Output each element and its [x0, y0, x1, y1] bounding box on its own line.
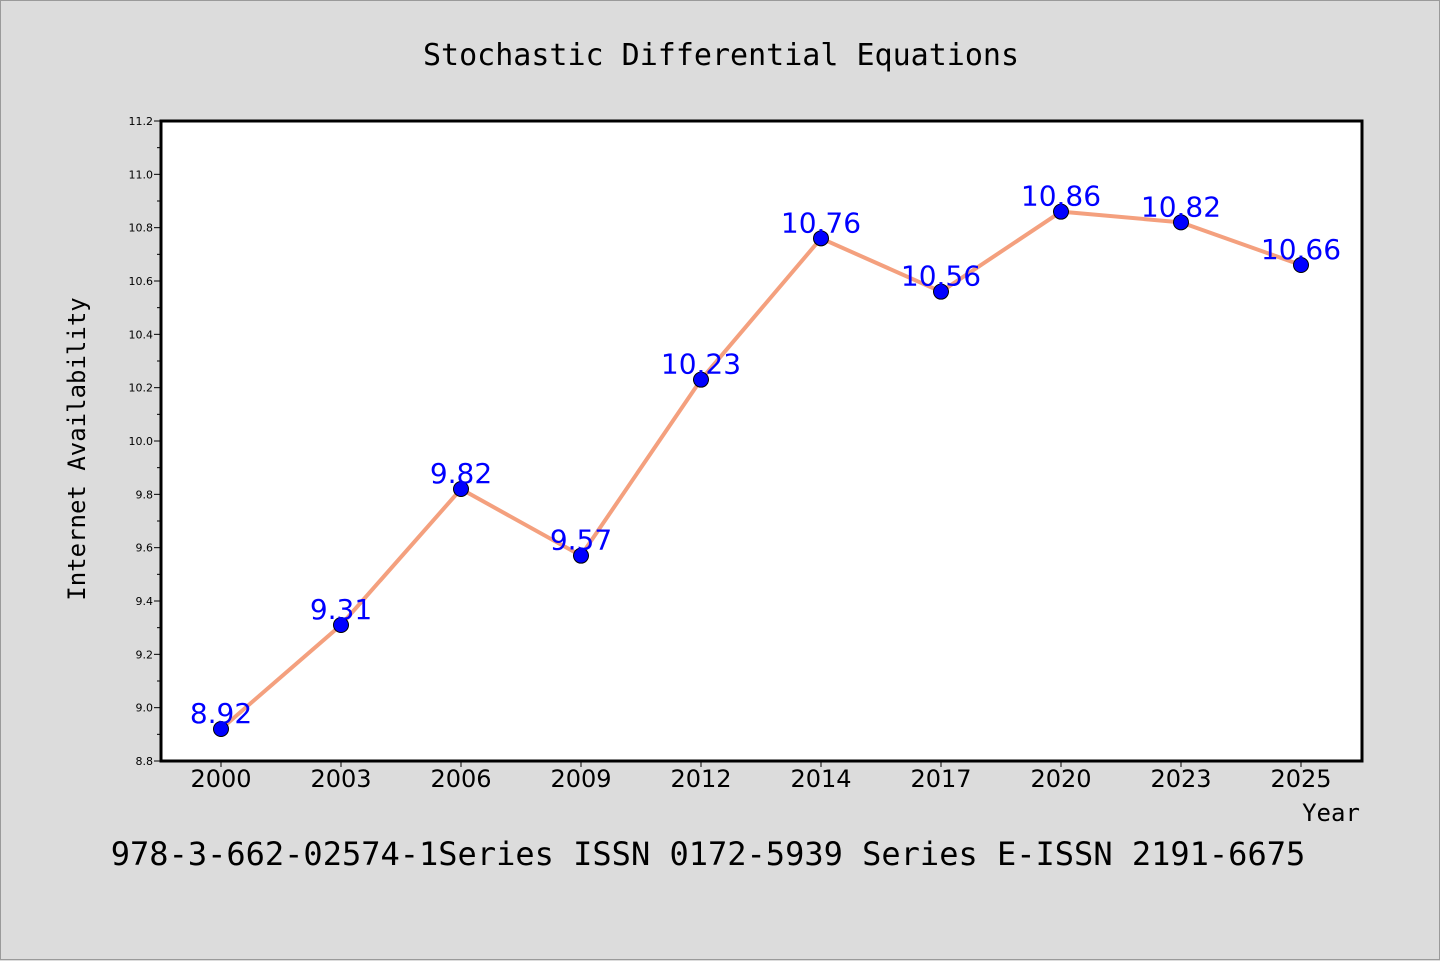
x-tick-label: 2020: [1030, 765, 1091, 793]
y-axis-label: Internet Availability: [63, 297, 91, 600]
data-point-marker: [1173, 214, 1189, 231]
x-tick-label: 2023: [1150, 765, 1211, 793]
data-point-marker: [453, 481, 469, 497]
data-point-marker: [1053, 203, 1069, 220]
x-axis: 2000 2003 2006 2009 2012 2014 2017 2020 2023 2025: [190, 761, 1332, 793]
data-label: 9.82: [430, 457, 492, 490]
y-tick-label: 9.0: [136, 702, 154, 715]
y-tick-label: 9.2: [136, 648, 154, 661]
x-tick-label: 2000: [190, 765, 251, 793]
series-line: [219, 209, 1302, 731]
y-tick-label: 9.6: [136, 542, 154, 555]
data-label: 9.31: [310, 593, 372, 626]
data-point-marker: [333, 617, 349, 633]
y-tick-label: 11.0: [129, 168, 154, 181]
x-tick-label: 2025: [1270, 765, 1331, 793]
y-tick-label: 8.8: [136, 755, 154, 768]
chart-title: Stochastic Differential Equations: [423, 38, 1019, 73]
y-tick-label: 10.2: [129, 382, 154, 395]
data-label: 10.23: [661, 348, 741, 381]
y-tick-label: 9.4: [136, 595, 154, 608]
y-tick-label: 10.4: [129, 328, 154, 341]
y-tick-label: 10.6: [129, 275, 154, 288]
x-tick-label: 2006: [430, 765, 491, 793]
x-tick-label: 2003: [310, 765, 371, 793]
plot-area: [159, 119, 1364, 763]
data-point-marker: [933, 283, 949, 300]
y-tick-label: 10.8: [129, 222, 154, 235]
data-label: 10.56: [901, 260, 981, 293]
series-line-group: [213, 203, 1309, 737]
x-tick-label: 2017: [910, 765, 971, 793]
data-point-marker: [573, 547, 589, 564]
y-tick-label: 11.2: [129, 115, 154, 128]
footer-text: 978-3-662-02574-1Series ISSN 0172-5939 S…: [111, 835, 1305, 873]
data-label: 10.76: [781, 206, 861, 239]
data-point-marker: [213, 721, 229, 737]
y-axis: 8.8 9.0 9.2 9.4 9.6 9.8 10.0 10.2 10.4 10.6 10.8 11…: [129, 115, 161, 768]
x-tick-label: 2009: [550, 765, 611, 793]
y-tick-label: 10.0: [129, 435, 154, 448]
x-axis-label: Year: [1302, 799, 1360, 827]
y-tick-label: 9.8: [136, 488, 154, 501]
data-label: 10.82: [1141, 190, 1221, 223]
data-label: 10.66: [1261, 233, 1341, 266]
data-point-marker: [693, 371, 709, 388]
data-label: 10.86: [1021, 180, 1101, 213]
x-tick-label: 2012: [670, 765, 731, 793]
data-point-marker: [813, 230, 829, 247]
data-labels: 8.92 9.31 9.82 9.57 10.23 10.76 10.56 10.86 10.8…: [190, 180, 1341, 730]
x-tick-label: 2014: [790, 765, 851, 793]
data-label: 8.92: [190, 697, 252, 730]
data-point-marker: [1293, 257, 1309, 273]
data-label: 9.57: [550, 524, 612, 557]
